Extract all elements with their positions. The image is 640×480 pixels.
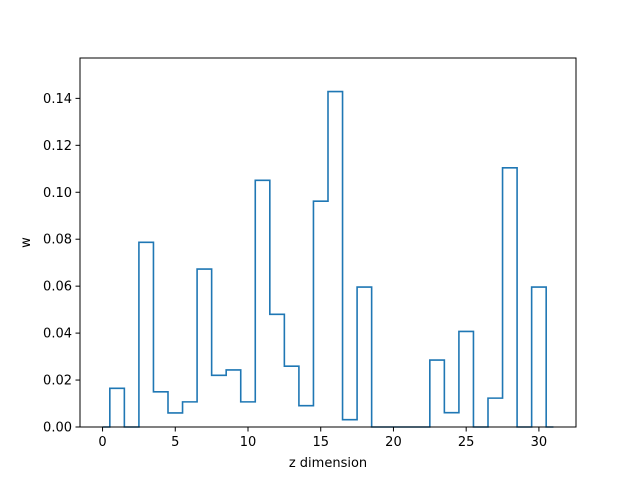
y-tick-label: 0.06 [43,280,72,295]
x-tick-label: 5 [171,435,179,450]
x-tick-label: 0 [98,435,106,450]
axes: 0 5 10 15 20 25 30 0.00 0.02 0.04 0.06 0.08 0.10 0.12… [43,57,577,450]
x-tick-label: 10 [240,435,257,450]
y-tick-label: 0.08 [43,233,72,248]
y-axis-label: w [19,237,34,248]
axes-frame [79,57,577,428]
x-tick-label: 15 [312,435,329,450]
y-tick-label: 0.10 [43,186,72,201]
x-tick-label: 25 [458,435,475,450]
y-tick-label: 0.02 [43,374,72,389]
x-tick-label: 20 [385,435,402,450]
y-tick-label: 0.00 [43,421,72,436]
x-tick-label: 30 [531,435,548,450]
y-tick-label: 0.12 [43,139,72,154]
y-tick-label: 0.14 [43,92,72,107]
y-tick-label: 0.04 [43,327,72,342]
x-axis-label: z dimension [289,456,367,471]
